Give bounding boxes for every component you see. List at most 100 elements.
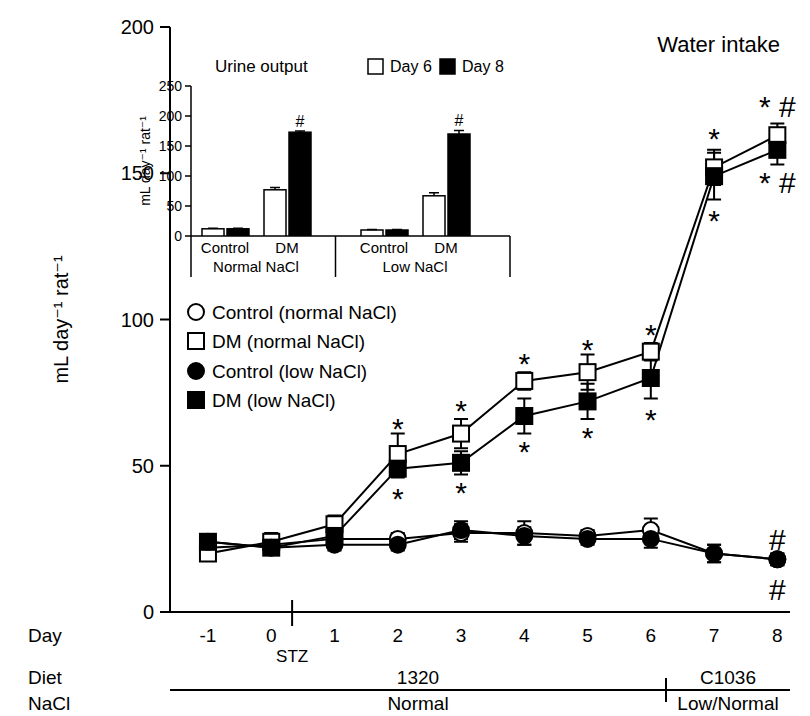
data-point xyxy=(263,540,279,556)
segment-label: 1320 xyxy=(397,667,439,688)
annotation: # xyxy=(769,573,786,606)
x-tick-label: 7 xyxy=(709,625,720,646)
data-point xyxy=(706,546,722,562)
data-point xyxy=(453,426,469,442)
error-bar xyxy=(707,153,721,200)
data-point xyxy=(580,393,596,409)
error-bar xyxy=(707,545,721,563)
data-point xyxy=(706,168,722,184)
error-bar xyxy=(392,229,402,231)
x-tick-label: 6 xyxy=(646,625,657,646)
inset-y-tick-label: 200 xyxy=(159,108,183,124)
error-bar xyxy=(707,545,721,563)
event-tick xyxy=(291,600,293,626)
inset-y-tick xyxy=(185,205,191,207)
inset-category-label: DM xyxy=(275,239,298,256)
row-title: NaCl xyxy=(28,693,70,714)
y-tick xyxy=(160,26,170,28)
error-bar xyxy=(208,227,218,229)
bar xyxy=(448,134,470,236)
inset-y-tick xyxy=(185,115,191,117)
inset-group-label: Normal NaCl xyxy=(213,258,299,275)
error-bar xyxy=(517,527,531,545)
data-point xyxy=(580,364,596,380)
x-tick-label: 3 xyxy=(456,625,467,646)
inset-category-label: Control xyxy=(201,239,249,256)
inset-y-axis xyxy=(190,86,192,236)
annotation: * # xyxy=(759,90,796,123)
x-tick-label: 8 xyxy=(772,625,783,646)
error-bar xyxy=(517,521,531,544)
inset-y-tick-label: 0 xyxy=(174,228,182,244)
data-point xyxy=(453,522,469,538)
data-point xyxy=(200,534,216,550)
data-point xyxy=(769,127,785,143)
segment-line xyxy=(170,689,666,691)
bar xyxy=(361,230,383,236)
x-tick-label: -1 xyxy=(200,625,217,646)
data-point xyxy=(390,537,406,553)
data-point xyxy=(643,531,659,547)
inset-group-divider xyxy=(509,236,511,277)
plot-marks xyxy=(200,124,785,568)
annotation: * xyxy=(645,403,657,436)
inset-y-tick-label: 150 xyxy=(159,138,183,154)
legend-marker xyxy=(188,363,204,379)
x-tick-label: 2 xyxy=(392,625,403,646)
error-bar xyxy=(295,131,305,132)
error-bar xyxy=(367,229,377,231)
annotation: * xyxy=(455,476,467,509)
x-axis xyxy=(170,611,790,613)
series-line xyxy=(208,530,777,559)
error-bar xyxy=(581,384,595,419)
y-tick xyxy=(160,465,170,467)
error-bar xyxy=(454,130,464,134)
data-point xyxy=(263,540,279,556)
annotation: * xyxy=(708,122,720,155)
annotation: * # xyxy=(759,166,796,199)
error-bar xyxy=(391,460,405,478)
data-point xyxy=(326,528,342,544)
bar xyxy=(227,229,249,236)
y-tick xyxy=(160,319,170,321)
segment-label: Normal xyxy=(387,693,448,714)
annotation: * xyxy=(582,333,594,366)
data-point xyxy=(580,531,596,547)
y-tick-label: 100 xyxy=(121,309,154,331)
inset-y-tick xyxy=(185,145,191,147)
data-point xyxy=(706,546,722,562)
error-bar xyxy=(454,451,468,474)
inset-group-label: Low NaCl xyxy=(382,258,447,275)
segment-line xyxy=(666,689,790,691)
inset-annotation: # xyxy=(296,113,305,130)
inset-annotation: # xyxy=(455,112,464,129)
inset-y-label: mL day⁻¹ rat⁻¹ xyxy=(137,116,153,206)
legend-label: Control (low NaCl) xyxy=(212,361,367,382)
event-label: STZ xyxy=(276,647,308,666)
error-bar xyxy=(644,358,658,399)
inset-legend-label: Day 8 xyxy=(462,58,504,75)
annotation: * xyxy=(455,394,467,427)
annotation: * xyxy=(392,412,404,445)
bar xyxy=(264,190,286,236)
error-bar xyxy=(233,227,243,229)
chart: Water intake mL day⁻¹ rat⁻¹ 0 50 100 150 200 Da… xyxy=(0,0,810,716)
x-tick-label: 4 xyxy=(519,625,530,646)
legend-marker xyxy=(188,333,204,349)
inset-legend-marker xyxy=(440,59,455,74)
annotation: * xyxy=(582,421,594,454)
bar xyxy=(423,196,445,236)
inset-title: Urine output xyxy=(215,57,308,76)
inset-y-tick-label: 50 xyxy=(166,198,182,214)
y-label: mL day⁻¹ rat⁻¹ xyxy=(50,255,72,384)
error-bar xyxy=(454,521,468,539)
inset-legend-marker xyxy=(368,59,383,74)
error-bar xyxy=(517,398,531,433)
title: Water intake xyxy=(657,32,780,57)
y-tick-label: 0 xyxy=(143,601,154,623)
legend-label: DM (low NaCl) xyxy=(212,390,336,411)
segment-label: Low/Normal xyxy=(677,693,778,714)
inset-category-label: DM xyxy=(434,239,457,256)
y-tick xyxy=(160,611,170,613)
inset-legend-label: Day 6 xyxy=(390,58,432,75)
